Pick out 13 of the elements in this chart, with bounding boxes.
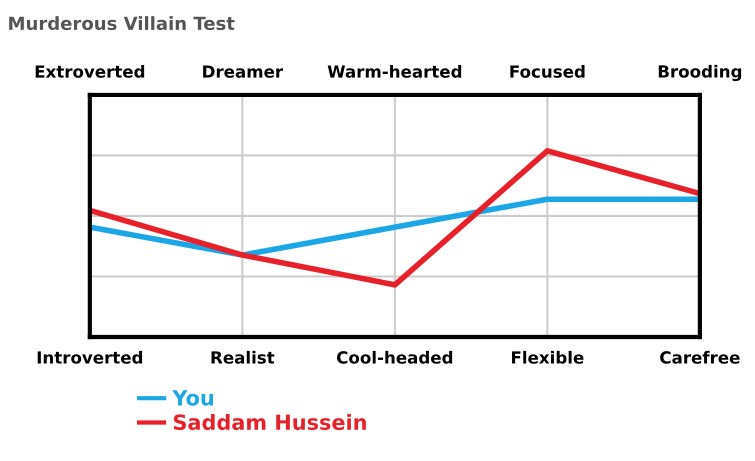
x-tick-label: Introverted [38, 350, 142, 364]
x-tick-label: Carefree [660, 350, 740, 364]
x-tick-label: Flexible [512, 350, 584, 364]
text: Focused [510, 64, 585, 78]
text: Brooding [658, 64, 742, 82]
x-tick-label: Cool-headed [337, 350, 452, 364]
text: Extroverted [36, 64, 144, 78]
legend-label: Saddam Hussein [174, 414, 366, 430]
x-tick-label: Realist [212, 350, 274, 364]
text: Dreamer [203, 65, 284, 78]
legend-label: You [172, 390, 214, 406]
text: Warm-hearted [328, 64, 462, 78]
chart-title: Murderous Villain Test [9, 16, 235, 30]
